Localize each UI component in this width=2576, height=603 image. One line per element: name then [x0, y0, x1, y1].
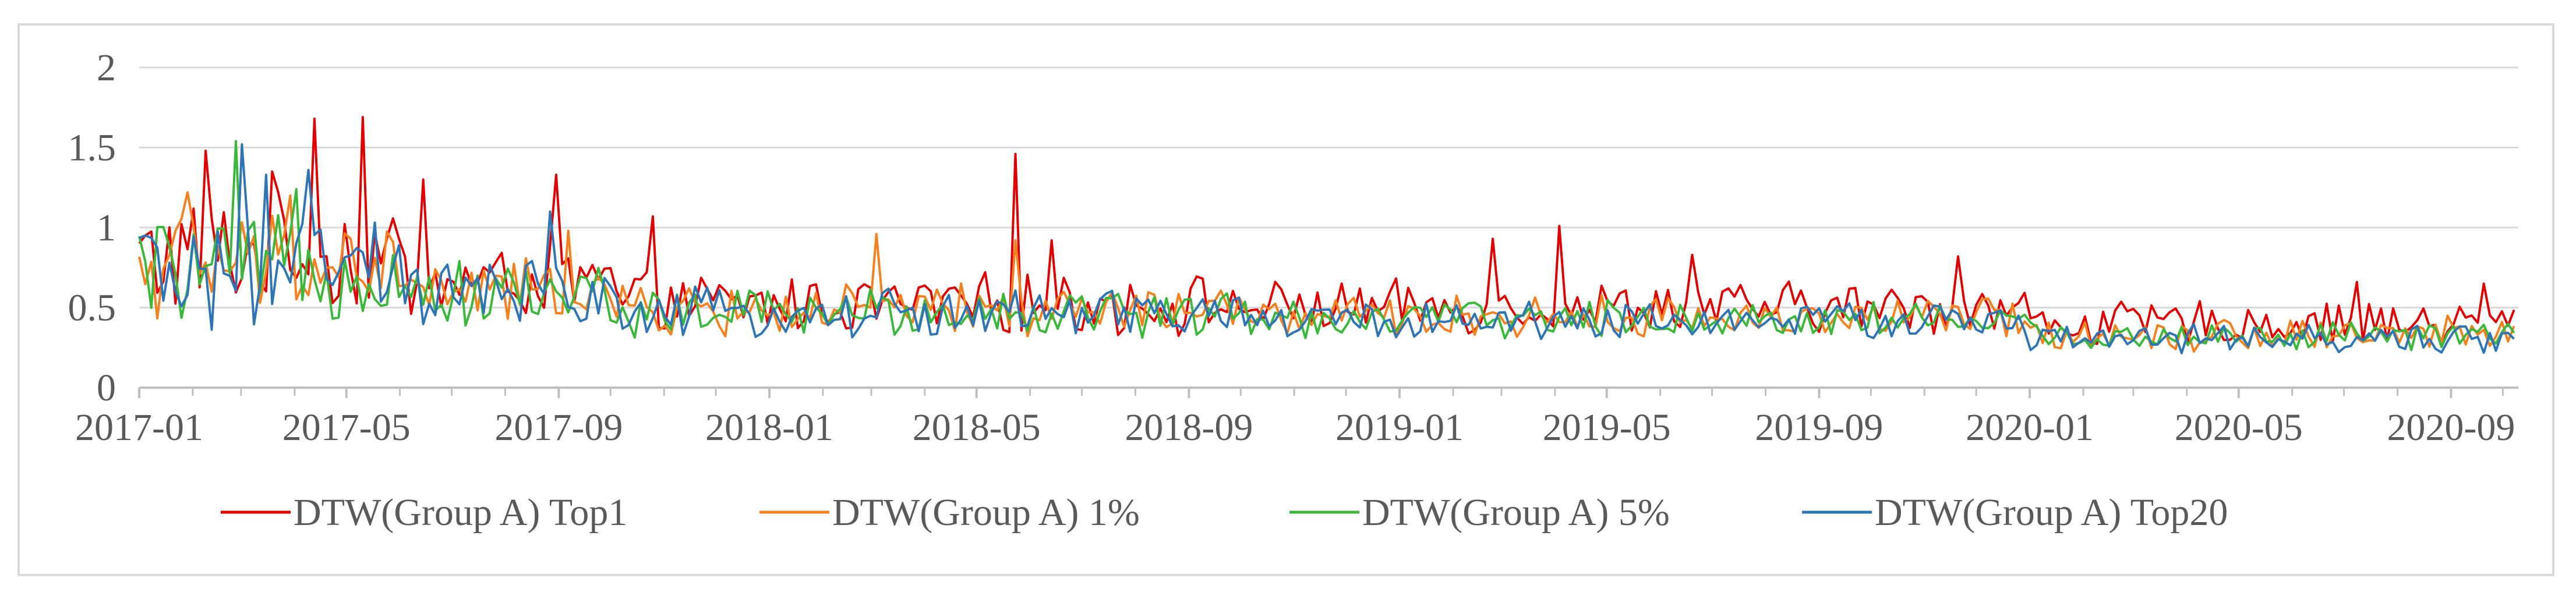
legend: DTW(Group A) Top1 DTW(Group A) 1% DTW(Grou…: [221, 491, 2228, 534]
x-tick-label: 2020-05: [2175, 406, 2303, 449]
chart: 00.511.52 2017-01 2017-05 2017-09 2018-01 20…: [68, 47, 2518, 534]
legend-item-3: DTW(Group A) 5%: [1289, 491, 1670, 534]
legend-label: DTW(Group A) 5%: [1362, 491, 1670, 534]
y-axis: 0 0.5 1 1.5 2: [68, 47, 116, 409]
legend-label: DTW(Group A) Top20: [1875, 491, 2228, 534]
gridlines: [139, 66, 2518, 308]
series-line-2: [138, 191, 2515, 353]
legend-item-4: DTW(Group A) Top20: [1802, 491, 2228, 534]
x-tick-label: 2018-01: [705, 406, 833, 449]
legend-item-1: DTW(Group A) Top1: [221, 491, 627, 534]
x-axis: [138, 386, 2518, 398]
series-line-4: [139, 143, 2515, 354]
x-tick-label: 2019-01: [1335, 406, 1464, 449]
x-tick-label: 2018-09: [1125, 406, 1253, 449]
series-line-1: [138, 116, 2515, 346]
x-tick-label: 2018-05: [913, 406, 1041, 449]
x-tick-label: 2019-09: [1755, 406, 1883, 449]
x-tick-label: 2020-01: [1966, 406, 2094, 449]
y-tick-label: 0.5: [68, 287, 116, 329]
y-tick-label: 1: [97, 207, 116, 249]
x-tick-label: 2017-09: [494, 406, 623, 449]
series-line-3: [138, 140, 2515, 352]
series-lines: [138, 116, 2515, 354]
y-tick-label: 2: [97, 47, 116, 89]
legend-label: DTW(Group A) Top1: [294, 491, 627, 534]
x-tick-label: 2017-01: [75, 406, 203, 449]
y-tick-label: 0: [97, 367, 116, 409]
x-tick-label: 2020-09: [2387, 406, 2515, 449]
chart-frame: 0 0.5 1 1.5 2 2017-01 2017-05 2017-09 2018-01 20…: [17, 23, 2554, 576]
y-tick-label: 1.5: [68, 127, 116, 169]
legend-item-2: DTW(Group A) 1%: [759, 491, 1140, 534]
x-tick-label: 2017-05: [282, 406, 411, 449]
x-tick-labels: 2017-01 2017-05 2017-09 2018-01 2018-05 2018-…: [75, 406, 2515, 449]
legend-label: DTW(Group A) 1%: [832, 491, 1140, 534]
x-tick-label: 2019-05: [1543, 406, 1671, 449]
